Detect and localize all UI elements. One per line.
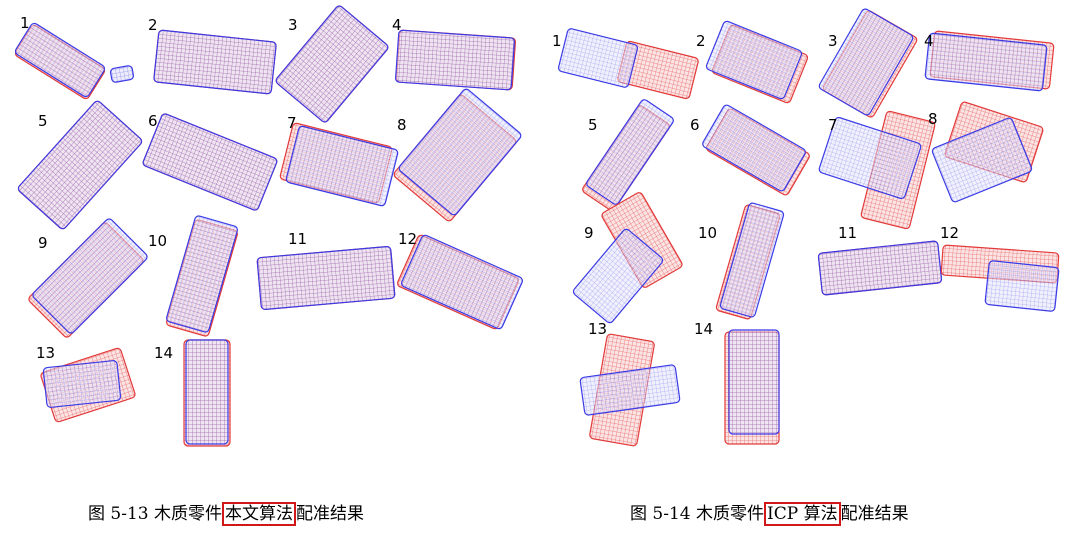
panel-number: 14	[154, 344, 173, 362]
panel-number: 2	[148, 16, 158, 34]
registration-panel: 4	[392, 16, 517, 91]
source-point-cloud	[14, 22, 106, 98]
panel-number: 9	[584, 224, 594, 242]
source-point-cloud	[185, 339, 229, 445]
panel-number: 5	[38, 112, 48, 130]
registration-panel: 2	[696, 20, 809, 104]
source-point-cloud	[32, 218, 148, 334]
registration-panel: 13	[579, 320, 681, 447]
source-point-cloud	[256, 245, 396, 311]
panel-number: 11	[838, 224, 857, 242]
panel-number: 10	[148, 232, 167, 250]
registration-panel: 6	[690, 104, 810, 196]
panel-number: 5	[588, 116, 598, 134]
registration-panel: 12	[397, 230, 523, 330]
caption-fig-5-14: 图 5-14 木质零件 ICP 算法 配准结果	[630, 502, 909, 526]
registration-panel: 2	[148, 16, 277, 95]
panel-number: 8	[397, 116, 407, 134]
panel-number: 6	[690, 116, 700, 134]
registration-panel: 1	[14, 14, 135, 100]
panel-number: 14	[694, 320, 713, 338]
panel-number: 6	[148, 112, 158, 130]
caption-highlight-box: 本文算法	[222, 502, 296, 526]
registration-panel: 9	[28, 218, 148, 338]
panel-number: 3	[288, 16, 298, 34]
registration-panel: 3	[818, 8, 918, 118]
source-point-cloud	[931, 117, 1033, 203]
source-point-cloud	[275, 5, 389, 123]
source-point-cloud-fragment	[109, 65, 135, 83]
registration-panel: 8	[928, 101, 1044, 203]
registration-panel: 3	[275, 5, 389, 123]
source-point-cloud	[142, 113, 278, 211]
source-point-cloud	[818, 116, 922, 200]
source-point-cloud	[702, 104, 806, 192]
registration-panel: 5	[582, 99, 674, 211]
source-point-cloud	[924, 32, 1048, 92]
source-point-cloud	[984, 260, 1060, 312]
registration-panel: 10	[148, 215, 238, 337]
source-point-cloud	[17, 100, 143, 230]
registration-panel: 6	[142, 112, 278, 211]
registration-panel: 11	[256, 230, 396, 311]
panel-number: 1	[552, 32, 562, 50]
panel-number: 10	[698, 224, 717, 242]
panel-number: 12	[940, 224, 959, 242]
source-point-cloud	[579, 364, 681, 416]
registration-panel: 7	[818, 110, 936, 230]
panel-number: 12	[398, 230, 417, 248]
registration-panel: 8	[393, 88, 522, 222]
panel-number: 2	[696, 32, 706, 50]
source-point-cloud	[705, 20, 803, 100]
registration-panel: 1	[552, 28, 699, 100]
registration-panel: 5	[17, 100, 143, 230]
source-point-cloud	[394, 29, 516, 91]
registration-panel: 13	[36, 344, 136, 423]
source-point-cloud	[586, 99, 674, 205]
source-point-cloud	[42, 360, 122, 408]
registration-panel: 7	[279, 114, 399, 207]
registration-panel: 12	[940, 224, 1060, 312]
source-point-cloud	[285, 125, 399, 207]
caption-prefix: 图 5-13 木质零件	[88, 504, 222, 524]
panel-number: 13	[36, 344, 55, 362]
source-point-cloud	[398, 88, 522, 216]
source-point-cloud	[818, 8, 914, 116]
caption-suffix: 配准结果	[840, 504, 909, 524]
panel-number: 8	[928, 110, 938, 128]
registration-panel: 4	[924, 30, 1055, 92]
registration-panel: 9	[572, 192, 683, 324]
source-point-cloud	[728, 329, 780, 435]
source-point-cloud	[166, 215, 238, 333]
panel-number: 9	[38, 234, 48, 252]
source-point-cloud	[401, 234, 523, 330]
source-point-cloud	[719, 202, 785, 318]
panel-number: 1	[20, 14, 30, 32]
panel-number: 4	[924, 32, 934, 50]
panel-number: 7	[287, 114, 297, 132]
panel-number: 3	[828, 32, 838, 50]
caption-suffix: 配准结果	[296, 504, 364, 524]
caption-highlight-box: ICP 算法	[764, 502, 841, 526]
source-point-cloud	[817, 240, 943, 296]
registration-panel: 10	[698, 202, 785, 320]
registration-panel: 11	[817, 224, 943, 296]
panel-number: 7	[828, 116, 838, 134]
source-point-cloud	[153, 29, 277, 95]
panel-number: 13	[588, 320, 607, 338]
source-point-cloud	[572, 228, 664, 324]
panel-number: 11	[288, 230, 307, 248]
caption-fig-5-13: 图 5-13 木质零件 本文算法 配准结果	[88, 502, 364, 526]
panel-number: 4	[392, 16, 402, 34]
caption-prefix: 图 5-14 木质零件	[630, 504, 764, 524]
registration-panel: 14	[154, 339, 231, 447]
source-point-cloud	[557, 28, 639, 88]
registration-panel: 14	[694, 320, 780, 445]
